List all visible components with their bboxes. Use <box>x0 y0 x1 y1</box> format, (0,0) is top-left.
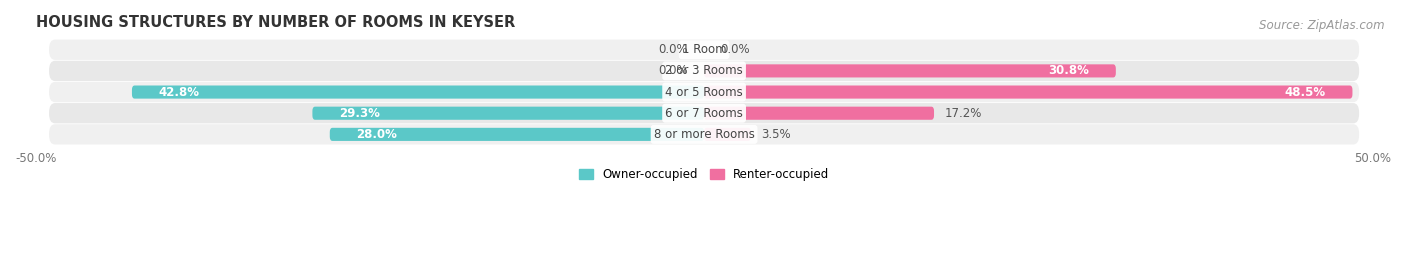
FancyBboxPatch shape <box>704 86 1353 99</box>
Text: 29.3%: 29.3% <box>339 107 380 120</box>
FancyBboxPatch shape <box>49 40 1360 60</box>
Text: 4 or 5 Rooms: 4 or 5 Rooms <box>665 86 742 98</box>
Text: 8 or more Rooms: 8 or more Rooms <box>654 128 755 141</box>
FancyBboxPatch shape <box>49 82 1360 102</box>
Text: 0.0%: 0.0% <box>658 64 688 77</box>
Text: 48.5%: 48.5% <box>1285 86 1326 98</box>
Text: 2 or 3 Rooms: 2 or 3 Rooms <box>665 64 742 77</box>
Text: HOUSING STRUCTURES BY NUMBER OF ROOMS IN KEYSER: HOUSING STRUCTURES BY NUMBER OF ROOMS IN… <box>35 15 515 30</box>
Text: 0.0%: 0.0% <box>658 43 688 56</box>
FancyBboxPatch shape <box>49 103 1360 123</box>
Legend: Owner-occupied, Renter-occupied: Owner-occupied, Renter-occupied <box>574 163 834 185</box>
Text: 30.8%: 30.8% <box>1049 64 1090 77</box>
Text: 0.0%: 0.0% <box>720 43 749 56</box>
Text: 17.2%: 17.2% <box>945 107 983 120</box>
Text: 42.8%: 42.8% <box>159 86 200 98</box>
FancyBboxPatch shape <box>49 61 1360 81</box>
FancyBboxPatch shape <box>704 128 751 141</box>
Text: 28.0%: 28.0% <box>357 128 398 141</box>
FancyBboxPatch shape <box>49 124 1360 144</box>
Text: Source: ZipAtlas.com: Source: ZipAtlas.com <box>1260 19 1385 32</box>
FancyBboxPatch shape <box>704 107 934 120</box>
FancyBboxPatch shape <box>704 64 1116 77</box>
FancyBboxPatch shape <box>312 107 704 120</box>
FancyBboxPatch shape <box>132 86 704 99</box>
Text: 3.5%: 3.5% <box>762 128 792 141</box>
FancyBboxPatch shape <box>330 128 704 141</box>
Text: 1 Room: 1 Room <box>682 43 727 56</box>
Text: 6 or 7 Rooms: 6 or 7 Rooms <box>665 107 742 120</box>
